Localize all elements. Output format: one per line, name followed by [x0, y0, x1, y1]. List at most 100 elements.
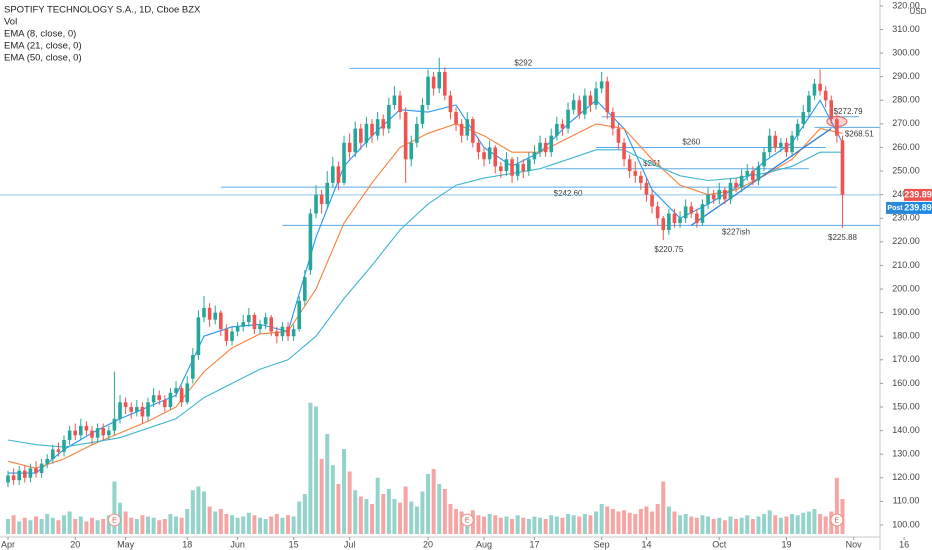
volume-bar — [90, 517, 95, 534]
volume-bar — [588, 515, 593, 534]
volume-bar — [34, 516, 39, 534]
level-label: $292 — [514, 59, 532, 68]
candle-body — [51, 449, 55, 459]
volume-bar — [739, 517, 744, 534]
candle-body — [689, 206, 694, 214]
x-tick-label: Jul — [344, 539, 356, 549]
volume-bar — [179, 517, 184, 534]
candle-body — [801, 112, 806, 124]
volume-bar — [616, 511, 621, 534]
volume-bar — [375, 477, 380, 534]
price-tag — [904, 188, 932, 201]
candle-body — [191, 355, 195, 379]
candle-body — [683, 206, 688, 219]
volume-bar — [504, 516, 509, 534]
volume-bar — [50, 517, 55, 534]
volume-bar — [426, 474, 431, 534]
candle-body — [353, 128, 358, 153]
volume-bar — [39, 519, 44, 534]
volume-bar — [672, 511, 677, 534]
volume-bar — [280, 517, 285, 534]
volume-bar — [448, 504, 453, 534]
candle-body — [599, 81, 604, 89]
volume-bar — [627, 512, 632, 534]
candle-body — [510, 159, 514, 176]
volume-bar — [666, 506, 671, 534]
volume-bar — [700, 515, 705, 534]
volume-bar — [431, 469, 436, 534]
volume-bar — [213, 511, 218, 534]
volume-bar — [258, 517, 263, 534]
volume-bar — [728, 516, 733, 534]
volume-bar — [689, 516, 694, 534]
candle-body — [739, 175, 744, 188]
level-label: $242.60 — [554, 189, 583, 198]
candle-body — [459, 123, 464, 136]
candle-body — [403, 112, 408, 160]
volume-bar — [655, 504, 660, 534]
candle-body — [521, 163, 526, 172]
candle-body — [566, 109, 570, 129]
candle-body — [807, 95, 811, 113]
earnings-label: E — [465, 517, 470, 524]
volume-bar — [784, 516, 789, 534]
y-tick-label: 320.00 — [892, 0, 920, 10]
volume-bar — [185, 509, 190, 534]
candle-body — [443, 71, 447, 96]
candle-body — [577, 100, 582, 115]
volume-bar — [454, 509, 459, 534]
x-tick-label: 17 — [529, 539, 539, 549]
post-price-tag — [904, 201, 932, 214]
volume-bar — [577, 516, 582, 534]
candle-body — [17, 470, 22, 481]
candle-body — [633, 171, 638, 176]
volume-bar — [297, 501, 302, 534]
candle-body — [286, 326, 290, 337]
x-tick-label: 16 — [899, 539, 909, 549]
volume-bar — [622, 510, 627, 534]
volume-bar — [274, 514, 279, 534]
candle-body — [129, 406, 134, 412]
candle-body — [583, 95, 587, 115]
x-tick-label: Apr — [1, 539, 15, 549]
volume-bar — [347, 471, 352, 534]
candle-body — [308, 213, 313, 271]
volume-bar — [812, 509, 817, 534]
candle-body — [560, 123, 565, 129]
candle-body — [717, 189, 722, 200]
candle-body — [39, 463, 44, 474]
y-tick-label: 100.00 — [892, 519, 920, 529]
candle-body — [835, 119, 839, 136]
candle-body — [62, 440, 66, 452]
volume-bar — [767, 510, 772, 534]
candle-body — [291, 329, 296, 337]
x-axis-bg — [0, 537, 880, 550]
y-tick-label: 300.00 — [892, 47, 920, 57]
volume-bar — [146, 516, 151, 534]
volume-bar — [45, 514, 50, 534]
candle-body — [95, 428, 100, 438]
volume-bar — [722, 520, 727, 534]
volume-bar — [762, 514, 767, 534]
candle-body — [347, 142, 352, 153]
candle-body — [79, 425, 83, 436]
candle-body — [493, 147, 498, 167]
candle-body — [56, 449, 61, 452]
volume-bar — [140, 515, 145, 534]
y-tick-label: 250.00 — [892, 165, 920, 175]
volume-bar — [644, 506, 649, 534]
volume-bar — [543, 519, 548, 534]
candle-body — [252, 314, 257, 330]
volume-bar — [78, 516, 83, 534]
candle-body — [84, 425, 89, 431]
volume-bar — [498, 517, 503, 534]
candle-body — [23, 470, 27, 478]
y-tick-label: 230.00 — [892, 213, 920, 223]
volume-bar — [112, 481, 117, 534]
candle-body — [549, 135, 554, 153]
candle-body — [140, 406, 145, 417]
volume-bar — [773, 515, 778, 534]
volume-bar — [196, 486, 201, 534]
